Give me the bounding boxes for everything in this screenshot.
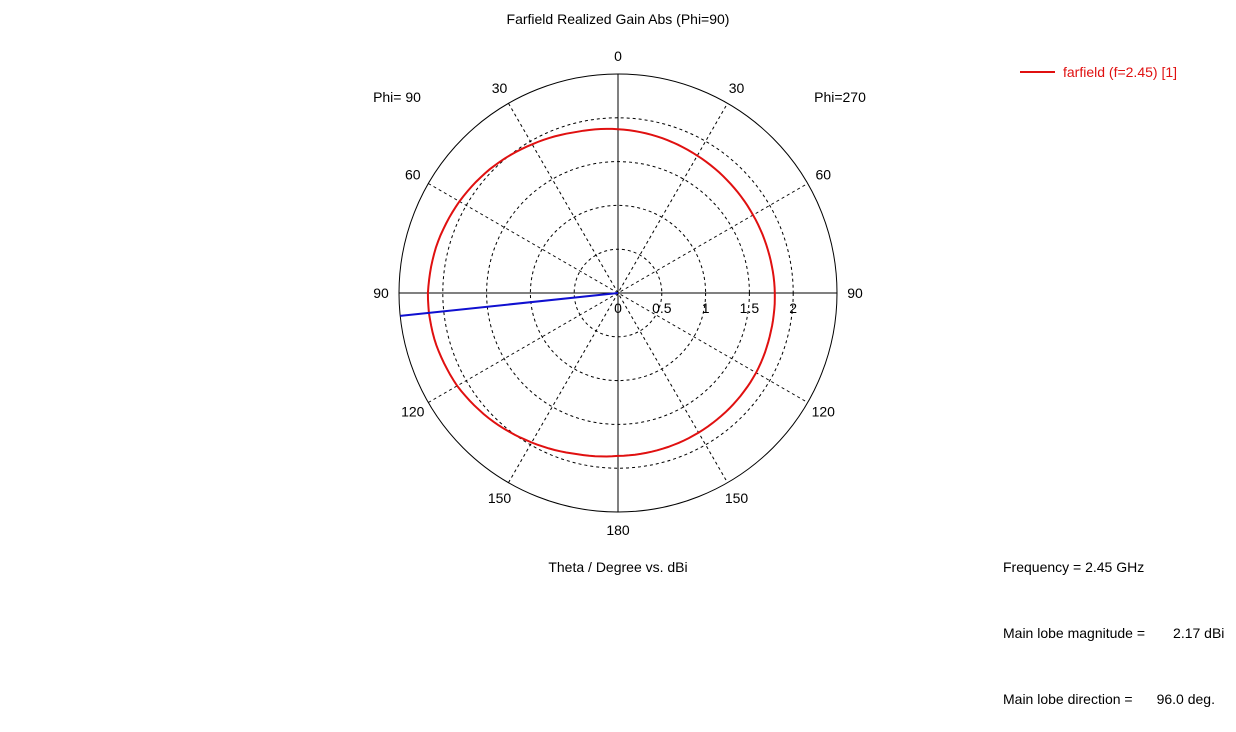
direction-info: Main lobe direction = 96.0 deg. bbox=[1003, 688, 1224, 710]
radial-tick-label: 2 bbox=[789, 300, 797, 316]
radial-tick-labels: 0 0.5 1 1.5 2 bbox=[614, 300, 797, 316]
angle-tick-label: 60 bbox=[815, 167, 831, 183]
magnitude-info: Main lobe magnitude = 2.17 dBi bbox=[1003, 622, 1224, 644]
polar-chart: Farfield Realized Gain Abs (Phi=90) 0 30 6… bbox=[373, 11, 1177, 575]
phi-270-label: Phi=270 bbox=[814, 89, 866, 105]
result-info: Frequency = 2.45 GHz Main lobe magnitude… bbox=[1003, 512, 1224, 732]
direction-value: 96.0 deg. bbox=[1156, 691, 1215, 707]
angle-tick-label: 120 bbox=[401, 404, 425, 420]
angle-tick-label: 0 bbox=[614, 48, 622, 64]
legend-label: farfield (f=2.45) [1] bbox=[1063, 64, 1177, 80]
radial-tick-label: 1 bbox=[702, 300, 710, 316]
main-lobe-marker bbox=[400, 292, 619, 317]
radial-tick-label: 1.5 bbox=[740, 300, 760, 316]
angle-tick-label: 30 bbox=[729, 80, 745, 96]
magnitude-label: Main lobe magnitude = bbox=[1003, 625, 1146, 641]
angle-tick-label: 90 bbox=[373, 285, 389, 301]
angle-tick-label: 120 bbox=[812, 404, 836, 420]
radial-tick-label: 0 bbox=[614, 300, 622, 316]
series-line-farfield bbox=[426, 127, 776, 458]
phi-90-label: Phi= 90 bbox=[373, 89, 421, 105]
angle-tick-label: 150 bbox=[488, 490, 512, 506]
chart-title: Farfield Realized Gain Abs (Phi=90) bbox=[507, 11, 730, 27]
angle-tick-label: 60 bbox=[405, 167, 421, 183]
radial-tick-label: 0.5 bbox=[652, 300, 672, 316]
direction-label: Main lobe direction = bbox=[1003, 691, 1133, 707]
angle-tick-label: 90 bbox=[847, 285, 863, 301]
angle-tick-label: 30 bbox=[492, 80, 508, 96]
magnitude-value: 2.17 dBi bbox=[1173, 625, 1225, 641]
legend: farfield (f=2.45) [1] bbox=[1020, 64, 1177, 80]
frequency-info: Frequency = 2.45 GHz bbox=[1003, 559, 1145, 575]
angle-tick-label: 180 bbox=[606, 522, 630, 538]
x-axis-label: Theta / Degree vs. dBi bbox=[548, 559, 687, 575]
angle-tick-label: 150 bbox=[725, 490, 749, 506]
